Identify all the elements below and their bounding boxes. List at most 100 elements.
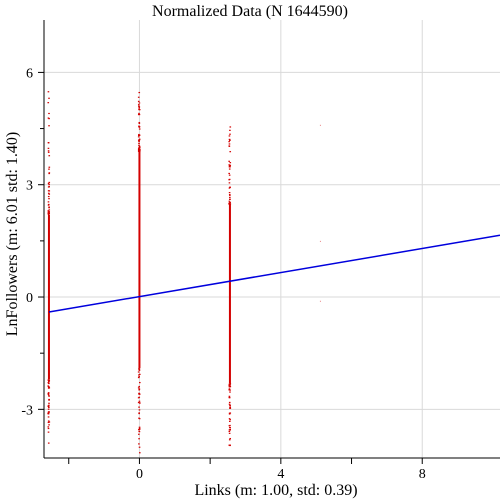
scatter-point: [138, 121, 141, 124]
scatter-point: [47, 408, 50, 410]
scatter-point: [228, 182, 231, 184]
x-tick-label: 4: [277, 467, 284, 482]
scatter-point: [228, 191, 231, 194]
scatter-point: [228, 396, 231, 399]
scatter-point: [229, 129, 231, 131]
scatter-point: [47, 382, 50, 384]
regression-line: [48, 234, 500, 313]
scatter-point: [47, 192, 50, 194]
scatter-point: [48, 421, 51, 423]
scatter-point: [48, 206, 50, 208]
scatter-point: [229, 404, 231, 406]
scatter-point: [138, 109, 141, 111]
scatter-point: [137, 397, 140, 399]
scatter-band: [138, 151, 141, 369]
scatter-point: [229, 406, 232, 409]
scatter-point: [47, 201, 50, 203]
scatter-point: [229, 139, 231, 142]
scatter-point: [48, 207, 50, 209]
scatter-point: [47, 195, 50, 198]
scatter-point: [138, 145, 141, 147]
scatter-point: [138, 393, 141, 395]
scatter-point: [138, 438, 140, 440]
scatter-point: [228, 174, 231, 176]
scatter-point: [138, 106, 141, 108]
scatter-point: [47, 394, 50, 396]
scatter-point: [47, 420, 50, 422]
scatter-point: [228, 172, 230, 175]
scatter-point: [48, 406, 50, 409]
scatter-point: [138, 122, 141, 124]
scatter-point: [137, 387, 140, 389]
scatter-point: [48, 395, 50, 397]
regression-line-layer: [48, 234, 500, 313]
scatter-point: [228, 420, 231, 422]
scatter-point: [228, 143, 231, 145]
scatter-point: [47, 416, 50, 418]
scatter-point: [48, 387, 51, 389]
scatter-point: [47, 150, 50, 152]
scatter-point: [228, 160, 230, 162]
scatter-point: [48, 112, 50, 115]
scatter-point: [137, 104, 140, 106]
scatter-point: [48, 381, 50, 383]
scatter-point: [228, 389, 231, 391]
scatter-point: [228, 418, 231, 420]
scatter-point: [137, 401, 140, 404]
scatter-point: [48, 190, 51, 192]
scatter-point: [228, 179, 230, 181]
scatter-point: [47, 426, 50, 428]
scatter-point: [229, 194, 231, 196]
scatter-band: [228, 203, 231, 384]
scatter-point: [47, 413, 50, 415]
scatter-point: [138, 426, 141, 428]
scatter-point: [229, 126, 232, 128]
scatter-point: [228, 444, 231, 446]
scatter-point: [138, 144, 140, 146]
scatter-point: [229, 412, 232, 414]
scatter-point: [228, 145, 231, 147]
scatter-point: [228, 403, 231, 405]
x-tick-label: 8: [419, 467, 426, 482]
scatter-point: [47, 186, 50, 188]
scatter-point: [229, 196, 231, 198]
scatter-point: [138, 91, 141, 94]
scatter-point: [48, 214, 50, 216]
scatter-point: [138, 388, 141, 390]
scatter-point: [228, 432, 231, 434]
scatter-point: [228, 135, 231, 137]
scatter-point: [228, 164, 231, 166]
scatter-point: [228, 168, 231, 170]
scatter-point: [138, 373, 141, 375]
scatter-point: [229, 407, 231, 409]
scatter-point: [47, 212, 50, 214]
scatter-point: [138, 409, 141, 411]
scatter-point: [48, 168, 50, 170]
scatter-point: [138, 140, 140, 143]
scatter-point: [47, 91, 50, 93]
scatter-point: [47, 211, 50, 213]
scatter-point: [138, 133, 140, 136]
scatter-point: [138, 112, 140, 115]
scatter-point: [48, 155, 51, 157]
scatter-point: [229, 198, 231, 200]
scatter-point: [138, 105, 140, 107]
scatter-point: [47, 213, 50, 215]
scatter-point: [48, 97, 50, 99]
scatter-point: [137, 136, 140, 138]
scatter-point: [138, 412, 140, 415]
scatter-point: [228, 383, 231, 385]
y-tick-label: 6: [26, 66, 33, 81]
scatter-point: [137, 376, 140, 379]
scatter-point: [138, 369, 141, 371]
scatter-point: [47, 147, 50, 149]
scatter-point: [48, 411, 50, 413]
scatter-point: [47, 442, 50, 444]
scatter-point: [48, 424, 50, 426]
scatter-point: [138, 126, 141, 128]
scatter-point: [138, 381, 141, 384]
scatter-point: [48, 198, 50, 200]
scatter-point: [48, 118, 50, 120]
scatter-point: [229, 151, 232, 153]
